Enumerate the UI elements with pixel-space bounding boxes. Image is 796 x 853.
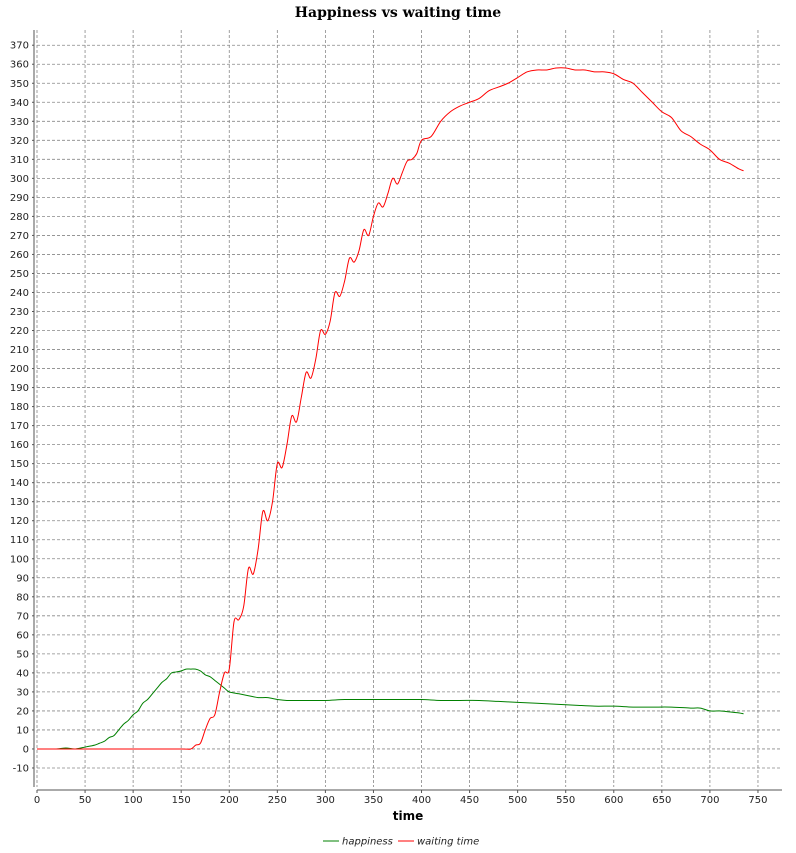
x-tick-label: 700 [700, 795, 719, 806]
y-tick-label: 230 [10, 307, 29, 318]
y-tick-label: 90 [16, 573, 29, 584]
x-tick-label: 750 [748, 795, 767, 806]
x-axis-label: time [393, 809, 424, 823]
y-tick-label: -10 [13, 763, 29, 774]
y-tick-label: 340 [10, 98, 29, 109]
y-tick-label: 170 [10, 421, 29, 432]
y-tick-label: 140 [10, 478, 29, 489]
y-tick-label: 150 [10, 459, 29, 470]
series-line-waiting-time [37, 67, 744, 750]
x-tick-label: 150 [172, 795, 191, 806]
x-tick-label: 100 [124, 795, 143, 806]
y-tick-label: 30 [16, 687, 29, 698]
grid [36, 30, 782, 787]
y-tick-label: 310 [10, 155, 29, 166]
x-tick-label: 500 [508, 795, 527, 806]
x-tick-label: 50 [79, 795, 92, 806]
legend-label-happiness: happiness [342, 837, 393, 848]
x-tick-label: 300 [316, 795, 335, 806]
y-tick-label: 290 [10, 193, 29, 204]
x-tick-label: 650 [652, 795, 671, 806]
y-tick-label: 270 [10, 231, 29, 242]
series-layer [36, 67, 744, 750]
axes: -10 0 10 20 30 40 50 60 70 80 90 100 110 120 130 140 150… [10, 30, 782, 806]
x-tick-label: 0 [34, 795, 40, 806]
x-tick-label: 400 [412, 795, 431, 806]
y-tick-label: 60 [16, 630, 29, 641]
y-tick-label: 280 [10, 212, 29, 223]
y-tick-label: 180 [10, 402, 29, 413]
y-tick-label: 70 [16, 611, 29, 622]
legend: happiness waiting time [323, 837, 479, 848]
y-tick-label: 300 [10, 174, 29, 185]
y-tick-label: 320 [10, 136, 29, 147]
y-tick-label: 20 [16, 706, 29, 717]
x-tick-label: 250 [268, 795, 287, 806]
y-tick-label: 260 [10, 250, 29, 261]
legend-label-waiting-time: waiting time [417, 837, 479, 848]
y-tick-label: 330 [10, 117, 29, 128]
y-tick-label: 10 [16, 725, 29, 736]
y-tick-label: 210 [10, 345, 29, 356]
y-tick-label: 80 [16, 592, 29, 603]
y-tick-label: 220 [10, 326, 29, 337]
y-tick-label: 130 [10, 497, 29, 508]
y-tick-label: 0 [23, 744, 29, 755]
y-tick-label: 160 [10, 440, 29, 451]
series-line-happiness [36, 668, 744, 750]
y-tick-label: 370 [10, 41, 29, 52]
y-tick-label: 360 [10, 60, 29, 71]
x-tick-label: 200 [220, 795, 239, 806]
x-tick-label: 450 [460, 795, 479, 806]
y-tick-label: 250 [10, 269, 29, 280]
y-tick-label: 110 [10, 535, 29, 546]
y-tick-label: 120 [10, 516, 29, 527]
x-tick-label: 350 [364, 795, 383, 806]
chart-title: Happiness vs waiting time [295, 5, 501, 21]
y-tick-label: 200 [10, 364, 29, 375]
x-tick-label: 600 [604, 795, 623, 806]
y-tick-label: 350 [10, 79, 29, 90]
y-tick-label: 190 [10, 383, 29, 394]
y-tick-label: 240 [10, 288, 29, 299]
y-tick-label: 50 [16, 649, 29, 660]
y-tick-label: 40 [16, 668, 29, 679]
y-tick-label: 100 [10, 554, 29, 565]
x-tick-label: 550 [556, 795, 575, 806]
